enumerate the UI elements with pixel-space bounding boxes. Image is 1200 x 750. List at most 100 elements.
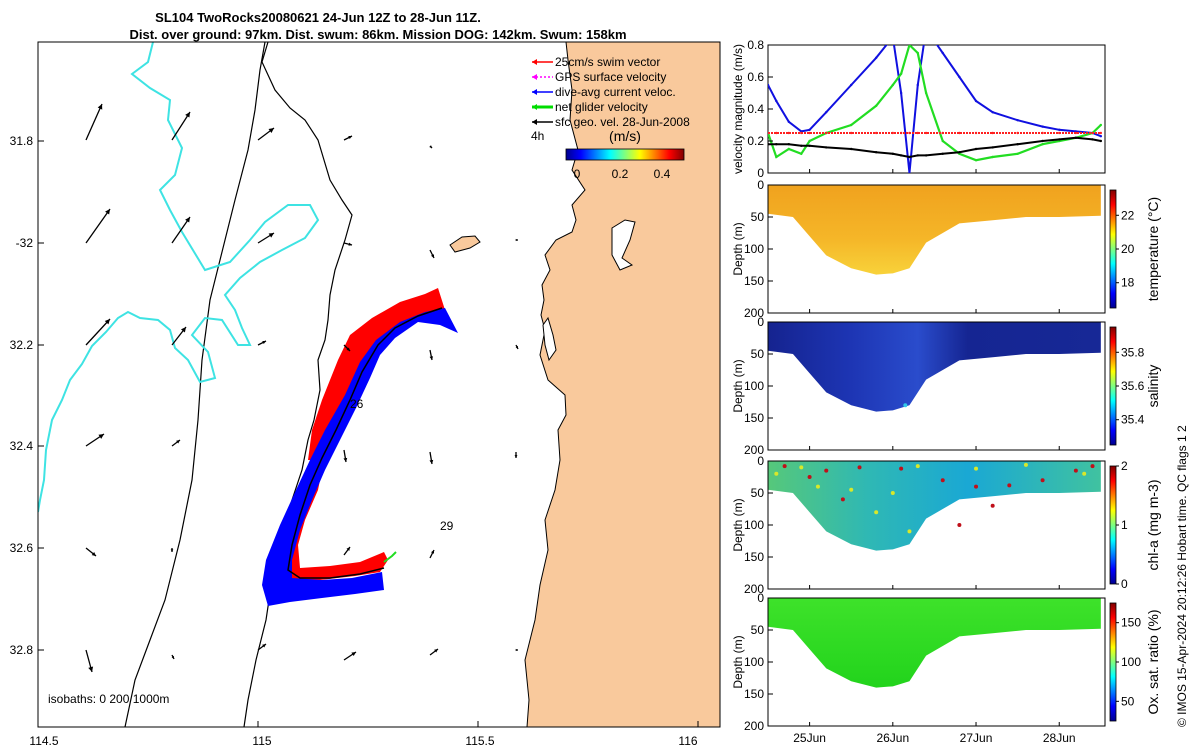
map-colorbar-tick: 0 <box>574 167 581 181</box>
vector-arrow <box>343 546 351 556</box>
vector-head <box>346 347 350 351</box>
colorbar-tick: 35.6 <box>1121 379 1145 393</box>
chl-high-point <box>899 466 904 471</box>
vector-head <box>97 104 103 110</box>
vector-arrow <box>429 451 434 465</box>
colorbar-tick: 35.8 <box>1121 345 1145 359</box>
velocity-point <box>1091 131 1094 135</box>
vector-head <box>343 457 348 462</box>
chl-high-point <box>1073 468 1078 473</box>
chl-mid-point <box>907 529 912 534</box>
depth-tick: 150 <box>744 687 764 701</box>
velocity-point <box>1099 139 1103 143</box>
depth-tick: 200 <box>744 306 764 320</box>
map-colorbar-title: (m/s) <box>609 128 641 144</box>
vector-head <box>514 455 518 458</box>
depth-label: Depth (m) <box>731 359 745 412</box>
map-x-tick: 114.5 <box>29 734 58 748</box>
vector-shaft <box>85 208 111 244</box>
legend-entry: 25cm/s swim vector <box>532 55 660 69</box>
depth-tick: 150 <box>744 411 764 425</box>
colorbar-tick: 2 <box>1121 459 1128 473</box>
vector-head <box>262 644 266 648</box>
vector-head <box>429 145 432 148</box>
chl-mid-point <box>815 484 820 489</box>
day-label: 29 <box>440 519 454 533</box>
colorbar-tick: 18 <box>1121 276 1135 290</box>
depth-tick: 150 <box>744 274 764 288</box>
velocity-point <box>892 36 894 38</box>
vector-head <box>105 209 110 215</box>
map-y-tick: 32.4 <box>10 439 34 453</box>
depth-tick: 0 <box>757 591 764 605</box>
velocity-point <box>1074 131 1078 135</box>
velocity-point <box>874 131 878 135</box>
legend-arrow-icon <box>532 119 537 125</box>
depth-tick: 150 <box>744 550 764 564</box>
depth-label: Depth (m) <box>731 498 745 551</box>
date-tick: 28Jun <box>1043 731 1076 745</box>
map-colorbar-tick: 0.4 <box>654 167 671 181</box>
velocity-point <box>800 131 803 135</box>
velocity-point <box>1041 125 1044 128</box>
figure-title-line2: Dist. over ground: 97km. Dist. swum: 86k… <box>129 27 626 42</box>
velocity-point <box>991 146 994 149</box>
velocity-y-tick: 0.4 <box>747 102 764 116</box>
vector-head <box>176 440 180 444</box>
depth-tick: 50 <box>751 210 765 224</box>
colorbar-tick: 35.4 <box>1121 413 1145 427</box>
vector-arrow <box>514 452 518 458</box>
velocity-point <box>775 143 778 146</box>
velocity-y-axis: 0 0.2 0.4 0.6 0.8 <box>747 38 773 180</box>
velocity-point <box>891 83 895 87</box>
velocity-point <box>874 56 878 59</box>
vector-head <box>268 233 274 238</box>
velocity-series <box>768 36 1103 173</box>
vector-head <box>170 549 174 552</box>
velocity-point <box>1099 123 1103 127</box>
vector-shaft <box>171 111 191 141</box>
velocity-point <box>1041 131 1044 135</box>
chl-mid-point <box>774 471 779 476</box>
velocity-point <box>908 155 911 159</box>
depth-tick: 50 <box>751 486 765 500</box>
legend-entry: GPS surface velocity <box>532 70 666 84</box>
legend-arrow-icon <box>532 89 537 95</box>
velocity-point <box>825 146 828 149</box>
map-panel: 26 29 isobaths: 0 200 1000m 114.5 115 11… <box>10 41 721 748</box>
velocity-point <box>941 131 944 135</box>
velocity-point <box>924 131 928 135</box>
vector-arrow <box>343 344 351 352</box>
velocity-point <box>768 143 770 146</box>
velocity-series-line <box>768 131 1103 135</box>
legend-label: dive-avg current veloc. <box>555 85 676 99</box>
depth-tick: 100 <box>744 655 764 669</box>
day-label: 26 <box>350 397 364 411</box>
velocity-y-label: velocity magnitude (m/s) <box>731 44 745 174</box>
vector-arrow <box>171 326 187 346</box>
vector-head <box>268 128 274 133</box>
vector-arrow <box>343 135 353 141</box>
vector-arrow <box>429 648 439 656</box>
velocity-y-tick: 0.8 <box>747 38 764 52</box>
vector-head <box>348 242 352 246</box>
map-y-tick: 32.2 <box>10 338 34 352</box>
velocity-point <box>899 91 903 95</box>
section-body <box>768 322 1101 412</box>
vector-arrow <box>171 654 175 660</box>
velocity-point <box>941 51 944 55</box>
vector-arrow <box>85 649 94 673</box>
velocity-point <box>1041 143 1044 146</box>
date-tick: 27Jun <box>960 731 993 745</box>
velocity-point <box>991 131 994 135</box>
vector-head <box>346 547 350 551</box>
vector-head <box>348 136 352 139</box>
velocity-panel: 0 0.2 0.4 0.6 0.8 velocity magnitude (m/s) <box>731 36 1106 180</box>
velocity-point <box>1099 135 1103 138</box>
velocity-point <box>908 171 911 173</box>
legend-time-marker: 4h <box>531 129 544 143</box>
section-panel: 0 50 100 150 200 Depth (m) 0 1 2 chl-a (mg m-3) <box>731 454 1161 596</box>
vector-head <box>431 254 434 258</box>
vector-arrow <box>85 208 111 244</box>
depth-tick: 100 <box>744 518 764 532</box>
